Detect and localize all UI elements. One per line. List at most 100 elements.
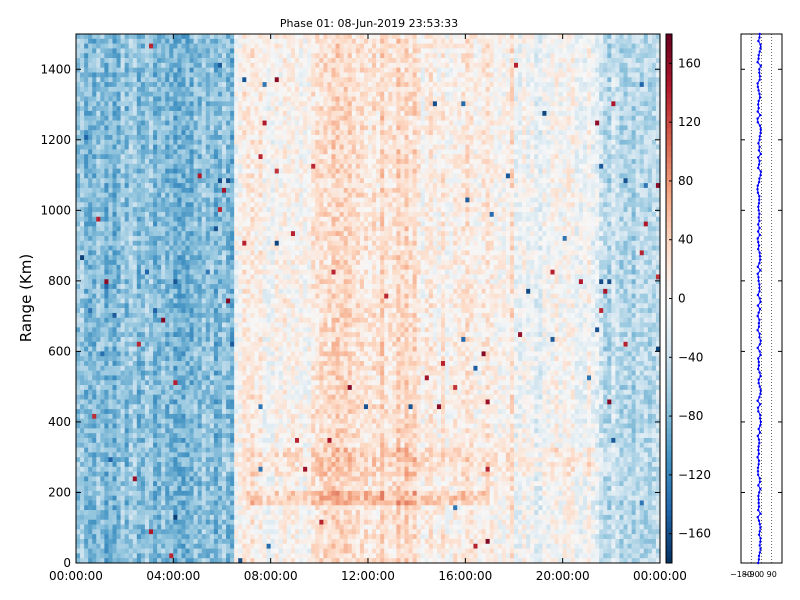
heatmap-cell: [250, 231, 255, 237]
heatmap-cell: [222, 404, 227, 410]
heatmap-cell: [230, 385, 235, 391]
heatmap-cell: [161, 293, 166, 299]
heatmap-cell: [92, 226, 97, 232]
heatmap-cell: [234, 284, 239, 290]
heatmap-cell: [96, 101, 101, 107]
heatmap-cell: [234, 394, 239, 400]
heatmap-cell: [222, 274, 227, 280]
heatmap-cell: [209, 130, 215, 136]
heatmap-cell: [165, 404, 170, 410]
heatmap-cell: [217, 149, 223, 155]
heatmap-cell: [197, 380, 203, 386]
heatmap-cell: [92, 192, 97, 198]
heatmap-cell: [161, 110, 166, 117]
heatmap-cell: [124, 433, 130, 439]
heatmap-cell: [84, 221, 89, 227]
heatmap-cell: [136, 317, 142, 323]
heatmap-cell: [222, 245, 227, 251]
heatmap-cell: [185, 125, 190, 131]
heatmap-cell: [157, 452, 162, 458]
heatmap-cell: [173, 168, 178, 174]
heatmap-cell: [92, 240, 97, 246]
heatmap-cell: [108, 53, 113, 59]
heatmap-cell: [153, 505, 158, 511]
heatmap-cell: [84, 380, 89, 386]
heatmap-cell: [197, 149, 203, 155]
heatmap-cell: [104, 317, 109, 323]
heatmap-cell: [201, 62, 207, 68]
heatmap-cell: [213, 375, 219, 381]
heatmap-cell: [112, 524, 117, 530]
heatmap-cell: [149, 197, 154, 203]
heatmap-cell: [84, 91, 89, 97]
heatmap-cell: [165, 486, 170, 492]
heatmap-cell: [250, 471, 255, 477]
heatmap-cell: [254, 476, 259, 482]
heatmap-cell: [209, 481, 215, 487]
heatmap-cell: [140, 538, 146, 545]
heatmap-cell: [88, 524, 93, 530]
heatmap-cell: [140, 53, 146, 59]
heatmap-cell: [177, 510, 182, 516]
heatmap-cell: [254, 125, 259, 131]
heatmap-cell: [144, 322, 150, 328]
heatmap-cell: [254, 53, 259, 59]
heatmap-cell: [173, 558, 178, 564]
heatmap-cell: [116, 207, 121, 213]
heatmap-cell: [165, 327, 170, 333]
heatmap-cell: [234, 159, 239, 165]
heatmap-cell: [120, 510, 125, 516]
heatmap-cell: [205, 336, 211, 343]
heatmap-cell: [222, 505, 227, 511]
heatmap-cell: [161, 183, 166, 189]
heatmap-cell: [213, 245, 219, 251]
heatmap-cell: [254, 418, 259, 424]
heatmap-cell: [201, 394, 207, 400]
heatmap-cell: [169, 433, 174, 439]
heatmap-cell: [234, 490, 239, 496]
heatmap-cell: [173, 356, 178, 362]
heatmap-cell: [120, 380, 125, 386]
heatmap-cell: [173, 134, 178, 141]
heatmap-cell: [209, 72, 215, 78]
heatmap-cell: [100, 159, 105, 165]
heatmap-cell: [140, 370, 146, 376]
heatmap-cell: [112, 327, 117, 333]
heatmap-cell: [205, 303, 211, 309]
heatmap-cell: [80, 86, 85, 93]
heatmap-cell: [92, 139, 97, 145]
heatmap-cell: [169, 240, 174, 246]
heatmap-cell: [88, 110, 93, 117]
heatmap-cell: [254, 442, 259, 448]
heatmap-cell: [140, 77, 146, 83]
heatmap-cell: [242, 428, 247, 434]
heatmap-cell: [144, 433, 150, 439]
heatmap-cell: [193, 293, 198, 299]
heatmap-cell: [173, 548, 178, 554]
heatmap-cell: [92, 510, 97, 516]
heatmap-cell: [140, 120, 146, 126]
heatmap-cell: [173, 553, 178, 559]
heatmap-cell: [254, 394, 259, 400]
heatmap-cell: [132, 529, 138, 535]
heatmap-cell: [230, 67, 235, 73]
heatmap-cell: [238, 284, 243, 290]
heatmap-cell: [197, 183, 203, 189]
heatmap-cell: [88, 442, 93, 448]
heatmap-cell: [242, 505, 247, 511]
heatmap-cell: [213, 327, 219, 333]
heatmap-cell: [80, 221, 85, 227]
heatmap-cell: [149, 77, 154, 83]
heatmap-cell: [258, 245, 263, 251]
heatmap-cell: [100, 409, 105, 415]
heatmap-cell: [230, 106, 235, 112]
heatmap-cell: [112, 452, 117, 458]
heatmap-cell: [177, 486, 182, 492]
heatmap-cell: [185, 269, 190, 275]
heatmap-cell: [80, 178, 85, 184]
heatmap-cell: [96, 274, 101, 280]
heatmap-cell: [88, 317, 93, 323]
heatmap-cell: [84, 269, 89, 275]
heatmap-cell: [161, 255, 166, 261]
heatmap-cell: [153, 48, 158, 54]
